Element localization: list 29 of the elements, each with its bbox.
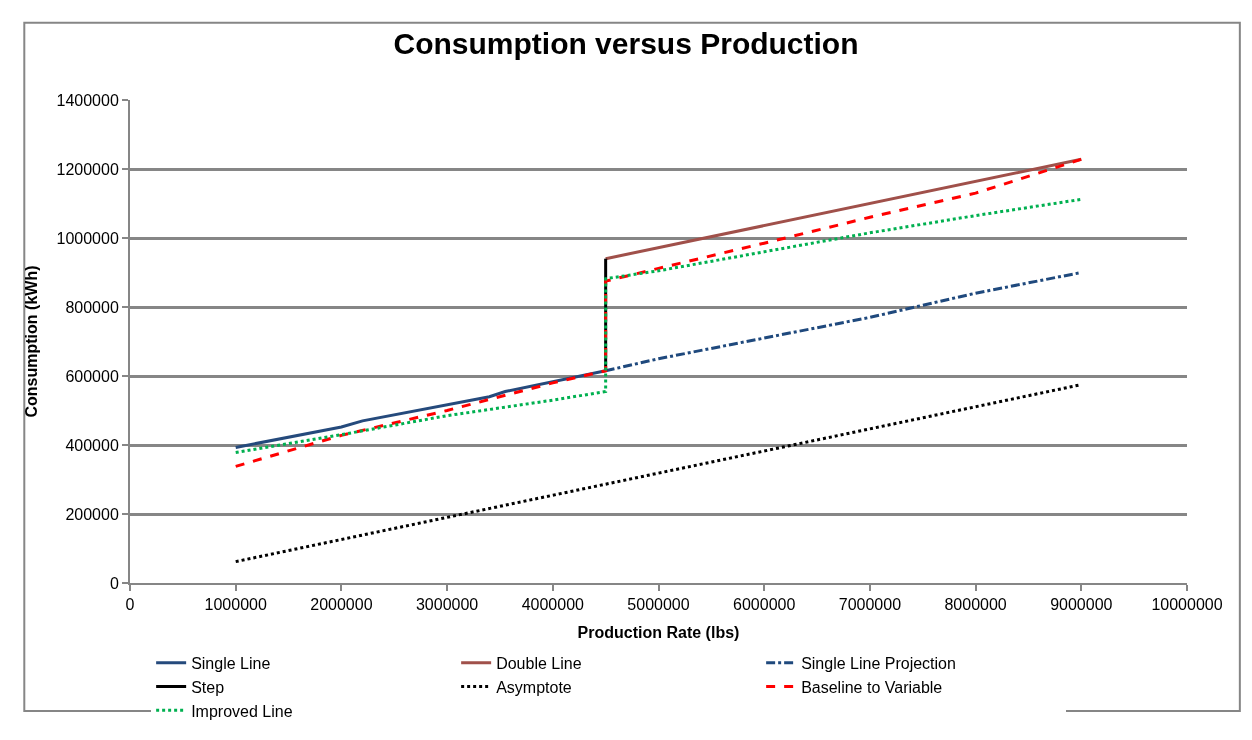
x-tick-label: 10000000 xyxy=(1151,596,1223,614)
x-tick-label: 3000000 xyxy=(415,596,479,614)
x-tick-label: 8000000 xyxy=(944,596,1007,614)
x-axis-title: Production Rate (lbs) xyxy=(577,624,740,642)
x-tick-label: 5000000 xyxy=(627,596,690,614)
legend-label: Step xyxy=(191,678,225,696)
legend-label: Asymptote xyxy=(496,678,572,696)
y-axis-title: Consumption (kWh) xyxy=(22,265,40,418)
x-tick-label: 4000000 xyxy=(521,596,585,614)
y-tick-label: 600000 xyxy=(65,367,119,385)
legend-label: Single Line Projection xyxy=(801,654,956,672)
x-tick-label: 9000000 xyxy=(1050,596,1113,614)
y-tick-label: 1200000 xyxy=(56,160,119,178)
y-tick-label: 800000 xyxy=(65,298,119,316)
legend-label: Double Line xyxy=(496,654,582,672)
x-tick-label: 1000000 xyxy=(204,596,267,614)
legend-label: Single Line xyxy=(191,654,271,672)
x-tick-label: 2000000 xyxy=(310,596,373,614)
y-tick-label: 400000 xyxy=(65,436,119,454)
x-tick-label: 6000000 xyxy=(733,596,796,614)
legend-label: Baseline to Variable xyxy=(801,678,943,696)
x-tick-label: 7000000 xyxy=(838,596,902,614)
y-tick-label: 1000000 xyxy=(56,229,119,247)
x-tick-label: 0 xyxy=(125,596,135,614)
y-tick-label: 1400000 xyxy=(56,91,119,109)
y-tick-label: 200000 xyxy=(65,505,119,523)
legend-label: Improved Line xyxy=(191,702,293,720)
y-tick-label: 0 xyxy=(109,574,119,592)
chart-title: Consumption versus Production xyxy=(393,27,859,61)
